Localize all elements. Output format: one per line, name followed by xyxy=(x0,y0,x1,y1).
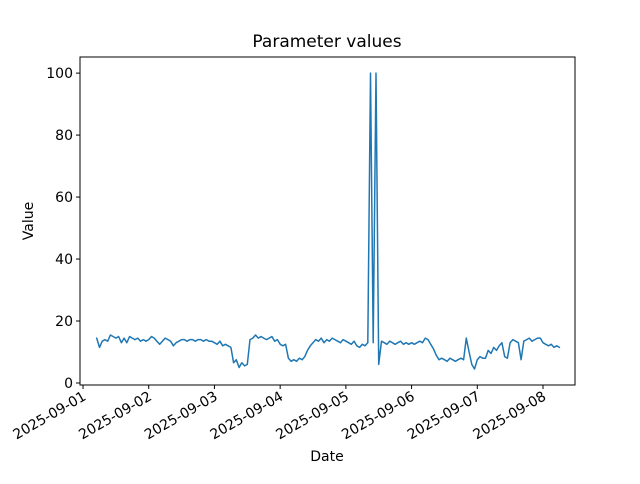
x-tick-label: 2025-09-01 xyxy=(11,389,89,444)
y-axis-label: Value xyxy=(21,202,37,240)
x-tick-label: 2025-09-05 xyxy=(273,389,351,444)
x-axis-label: Date xyxy=(310,449,343,465)
series-line xyxy=(95,72,561,370)
y-tick-label: 80 xyxy=(55,128,73,144)
x-tick-label: 2025-09-07 xyxy=(405,389,483,444)
plot-area: 2025-09-012025-09-022025-09-032025-09-04… xyxy=(11,56,576,444)
y-tick-label: 60 xyxy=(55,190,73,206)
x-tick-label: 2025-09-02 xyxy=(76,389,154,444)
x-tick-label: 2025-09-03 xyxy=(142,389,220,444)
plot-border xyxy=(79,56,576,386)
chart-title: Parameter values xyxy=(252,32,401,52)
x-tick-label: 2025-09-04 xyxy=(208,389,287,444)
x-tick-label: 2025-09-06 xyxy=(339,389,418,444)
y-tick-label: 40 xyxy=(55,252,73,268)
y-tick-label: 20 xyxy=(55,314,73,330)
x-tick-label: 2025-09-08 xyxy=(471,389,549,444)
y-tick-label: 100 xyxy=(46,66,73,82)
y-tick-label: 0 xyxy=(64,376,73,392)
